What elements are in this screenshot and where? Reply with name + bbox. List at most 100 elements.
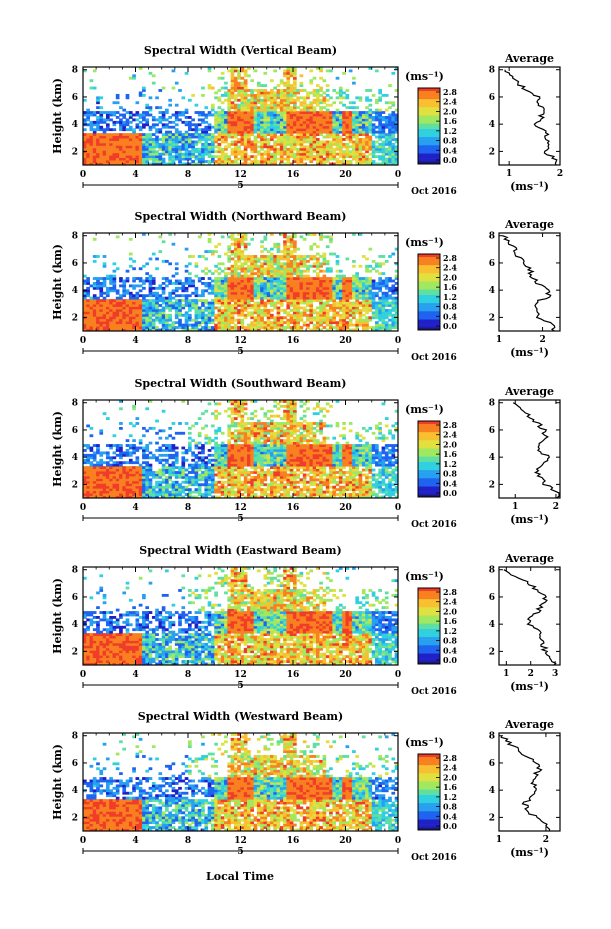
heatmap-cell (365, 294, 369, 298)
average-title: Average (504, 52, 554, 65)
heatmap-cell (345, 323, 350, 327)
heatmap-cell (233, 272, 238, 276)
heatmap-cell (256, 89, 261, 92)
heatmap-cell (227, 106, 232, 110)
heatmap-cell (230, 111, 235, 114)
heatmap-cell (96, 157, 100, 161)
heatmap-cell (283, 113, 287, 117)
heatmap-cell (250, 103, 255, 107)
heatmap-cell (319, 123, 323, 127)
heatmap-cell (263, 93, 268, 97)
heatmap-cell (329, 318, 333, 322)
heatmap-cell (151, 147, 156, 151)
heatmap-cell (247, 311, 251, 315)
heatmap-cell (332, 284, 337, 288)
heatmap-cell (194, 140, 199, 144)
heatmap-cell (109, 495, 113, 499)
heatmap-cell (240, 282, 245, 285)
heatmap-cell (233, 128, 238, 132)
heatmap-cell (260, 291, 264, 295)
heatmap-cell (112, 150, 117, 154)
heatmap-cell (319, 118, 323, 122)
heatmap-cell (155, 162, 159, 166)
heatmap-cell (293, 147, 297, 151)
heatmap-cell (250, 150, 255, 154)
heatmap-cell (355, 162, 360, 166)
heatmap-cell (96, 461, 100, 465)
heatmap-cell (315, 299, 320, 302)
heatmap-cell (86, 135, 90, 139)
heatmap-cell (338, 130, 343, 134)
heatmap-cell (92, 259, 97, 263)
heatmap-cell (256, 113, 261, 117)
heatmap-cell (270, 125, 274, 129)
heatmap-cell (306, 135, 310, 139)
heatmap-cell (253, 255, 258, 258)
heatmap-cell (105, 313, 110, 317)
heatmap-cell (112, 434, 117, 438)
heatmap-cell (273, 150, 277, 154)
heatmap-cell (109, 473, 113, 477)
heatmap-cell (148, 133, 153, 136)
heatmap-cell (125, 150, 130, 154)
heatmap-cell (155, 299, 159, 302)
heatmap-cell (197, 157, 202, 161)
heatmap-cell (325, 103, 330, 107)
heatmap-cell (227, 69, 232, 73)
heatmap-cell (99, 116, 104, 119)
heatmap-cell (194, 125, 199, 129)
heatmap-cell (388, 311, 392, 315)
heatmap-cell (332, 313, 337, 317)
heatmap-cell (361, 157, 366, 161)
heatmap-cell (145, 323, 150, 327)
heatmap-cell (119, 323, 123, 327)
heatmap-cell (270, 304, 274, 307)
heatmap-cell (115, 116, 120, 119)
heatmap-cell (256, 282, 261, 285)
heatmap-cell (105, 289, 110, 293)
heatmap-cell (99, 490, 104, 494)
heatmap-cell (148, 301, 153, 305)
heatmap-cell (378, 138, 382, 141)
heatmap-cell (296, 323, 300, 327)
heatmap-cell (217, 296, 222, 300)
heatmap-cell (102, 291, 107, 295)
heatmap-cell (148, 150, 153, 154)
heatmap-cell (306, 267, 310, 271)
heatmap-cell (105, 483, 110, 487)
heatmap-cell (171, 155, 176, 159)
heatmap-cell (296, 267, 300, 271)
heatmap-cell (230, 91, 235, 95)
heatmap-cell (83, 478, 87, 482)
heatmap-cell (375, 155, 379, 159)
heatmap-cell (332, 120, 337, 124)
heatmap-cell (378, 306, 382, 310)
heatmap-cell (96, 493, 100, 496)
heatmap-cell (247, 304, 251, 307)
heatmap-cell (207, 311, 212, 315)
heatmap-cell (119, 113, 123, 117)
heatmap-cell (338, 142, 343, 146)
heatmap-cell (293, 328, 297, 332)
heatmap-cell (394, 123, 399, 127)
heatmap-cell (361, 308, 366, 312)
heatmap-cell (135, 316, 140, 320)
heatmap-cell (132, 304, 136, 307)
heatmap-cell (283, 294, 287, 298)
heatmap-cell (135, 123, 140, 127)
heatmap-cell (138, 160, 143, 163)
heatmap-cell (194, 142, 199, 146)
heatmap-cell (319, 301, 323, 305)
heatmap-cell (335, 140, 340, 144)
heatmap-cell (230, 69, 235, 73)
heatmap-cell (299, 147, 304, 151)
heatmap-cell (253, 277, 258, 280)
heatmap-cell (332, 277, 337, 280)
heatmap-cell (352, 125, 356, 129)
heatmap-cell (86, 286, 90, 290)
heatmap-cell (296, 304, 300, 307)
heatmap-cell (115, 291, 120, 295)
heatmap-cell (270, 133, 274, 136)
heatmap-cell (86, 493, 90, 496)
heatmap-cell (391, 160, 396, 163)
